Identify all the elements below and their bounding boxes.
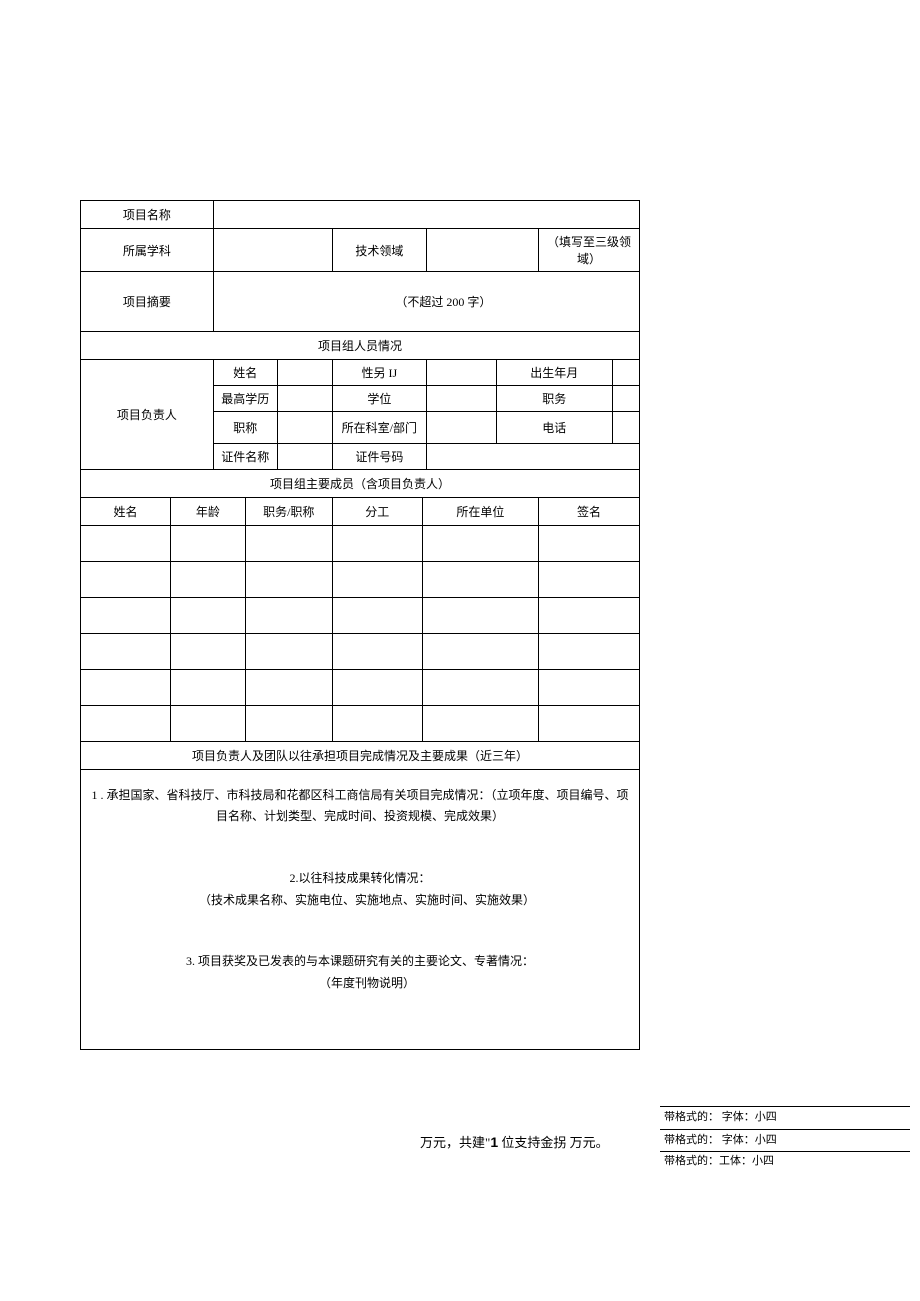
member-row xyxy=(81,526,640,562)
narrative-2b: （技术成果名称、实施电位、实施地点、实施时间、实施效果） xyxy=(87,890,633,912)
bottom-funding-text: 万元，共建"1 位支持金拐 万元。 xyxy=(420,1132,609,1151)
member-row xyxy=(81,670,640,706)
leader-birth-value xyxy=(612,360,639,386)
format-notes-panel: 带格式的： 字体：小四 带格式的： 字体：小四 带格式的：工体：小四 xyxy=(660,1106,910,1173)
narrative-cell: 1 . 承担国家、省科技厅、市科技局和花都区科工商信局有关项目完成情况：（立项年… xyxy=(81,770,640,1050)
leader-phone-value xyxy=(612,412,639,444)
member-col-signature: 签名 xyxy=(539,498,640,526)
leader-edu-label: 最高学历 xyxy=(213,386,277,412)
member-row xyxy=(81,634,640,670)
format-note: 带格式的：工体：小四 xyxy=(660,1151,910,1173)
leader-dept-value xyxy=(426,412,496,444)
achievements-header: 项目负责人及团队以往承担项目完成情况及主要成果（近三年） xyxy=(81,742,640,770)
leader-phone-label: 电话 xyxy=(496,412,612,444)
subject-label: 所属学科 xyxy=(81,229,214,272)
member-col-age: 年龄 xyxy=(171,498,246,526)
bottom-bold: 1 xyxy=(490,1134,498,1150)
leader-idnum-value xyxy=(426,444,639,470)
leader-degree-value xyxy=(426,386,496,412)
narrative-1: 1 . 承担国家、省科技厅、市科技局和花都区科工商信局有关项目完成情况：（立项年… xyxy=(87,785,633,828)
abstract-note: （不超过 200 字） xyxy=(213,272,639,332)
member-col-name: 姓名 xyxy=(81,498,171,526)
member-col-title: 职务/职称 xyxy=(245,498,332,526)
abstract-label: 项目摘要 xyxy=(81,272,214,332)
narrative-3b: （年度刊物说明） xyxy=(87,973,633,995)
member-row xyxy=(81,562,640,598)
leader-gender-value xyxy=(426,360,496,386)
leader-degree-label: 学位 xyxy=(332,386,426,412)
member-col-unit: 所在单位 xyxy=(422,498,538,526)
leader-idnum-label: 证件号码 xyxy=(332,444,426,470)
bottom-part2: 位支持金拐 万元。 xyxy=(498,1135,609,1150)
leader-label: 项目负责人 xyxy=(81,360,214,470)
leader-dept-label: 所在科室/部门 xyxy=(332,412,426,444)
leader-idtype-value xyxy=(277,444,332,470)
project-name-value xyxy=(213,201,639,229)
format-note: 带格式的： 字体：小四 xyxy=(660,1106,910,1130)
tech-field-label: 技术领域 xyxy=(332,229,426,272)
member-row xyxy=(81,598,640,634)
leader-position-label: 职务 xyxy=(496,386,612,412)
leader-edu-value xyxy=(277,386,332,412)
member-col-division: 分工 xyxy=(332,498,422,526)
tech-field-value xyxy=(426,229,538,272)
leader-title-label: 职称 xyxy=(213,412,277,444)
personnel-header: 项目组人员情况 xyxy=(81,332,640,360)
leader-position-value xyxy=(612,386,639,412)
leader-idtype-label: 证件名称 xyxy=(213,444,277,470)
leader-gender-label: 性另 IJ xyxy=(332,360,426,386)
narrative-3a: 3. 项目获奖及已发表的与本课题研究有关的主要论文、专著情况： xyxy=(87,951,633,973)
subject-value xyxy=(213,229,332,272)
leader-name-value xyxy=(277,360,332,386)
leader-title-value xyxy=(277,412,332,444)
bottom-part1: 万元，共建 xyxy=(420,1135,485,1150)
leader-birth-label: 出生年月 xyxy=(496,360,612,386)
format-note: 带格式的： 字体：小四 xyxy=(660,1129,910,1153)
members-header: 项目组主要成员（含项目负责人） xyxy=(81,470,640,498)
narrative-2a: 2.以往科技成果转化情况： xyxy=(87,868,633,890)
project-name-label: 项目名称 xyxy=(81,201,214,229)
project-form-table: 项目名称 所属学科 技术领域 （填写至三级领域） 项目摘要 （不超过 200 字… xyxy=(80,200,640,1050)
member-row xyxy=(81,706,640,742)
tech-field-note: （填写至三级领域） xyxy=(539,229,640,272)
leader-name-label: 姓名 xyxy=(213,360,277,386)
